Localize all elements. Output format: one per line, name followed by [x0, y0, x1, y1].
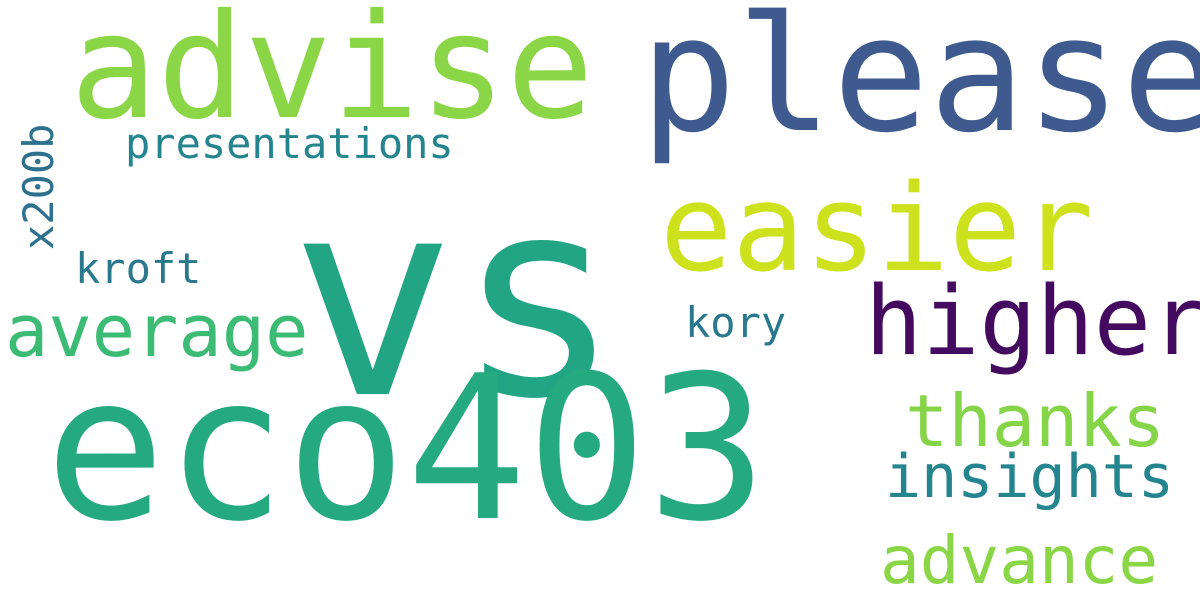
word-please: please — [640, 0, 1200, 168]
word-kory: kory — [685, 298, 787, 347]
word-easier: easier — [660, 160, 1094, 299]
word-presentations: presentations — [125, 119, 454, 168]
word-x200b: x200b — [14, 123, 63, 250]
word-kroft: kroft — [75, 244, 202, 293]
word-higher: higher — [865, 267, 1200, 377]
word-insights: insights — [885, 442, 1174, 512]
word-advise: advise — [70, 0, 594, 152]
word-advance: advance — [880, 522, 1159, 599]
word-average: average — [5, 289, 309, 373]
word-vs: vs — [290, 139, 622, 459]
word-eco403: eco403 — [45, 333, 768, 566]
word-thanks: thanks — [905, 379, 1166, 463]
